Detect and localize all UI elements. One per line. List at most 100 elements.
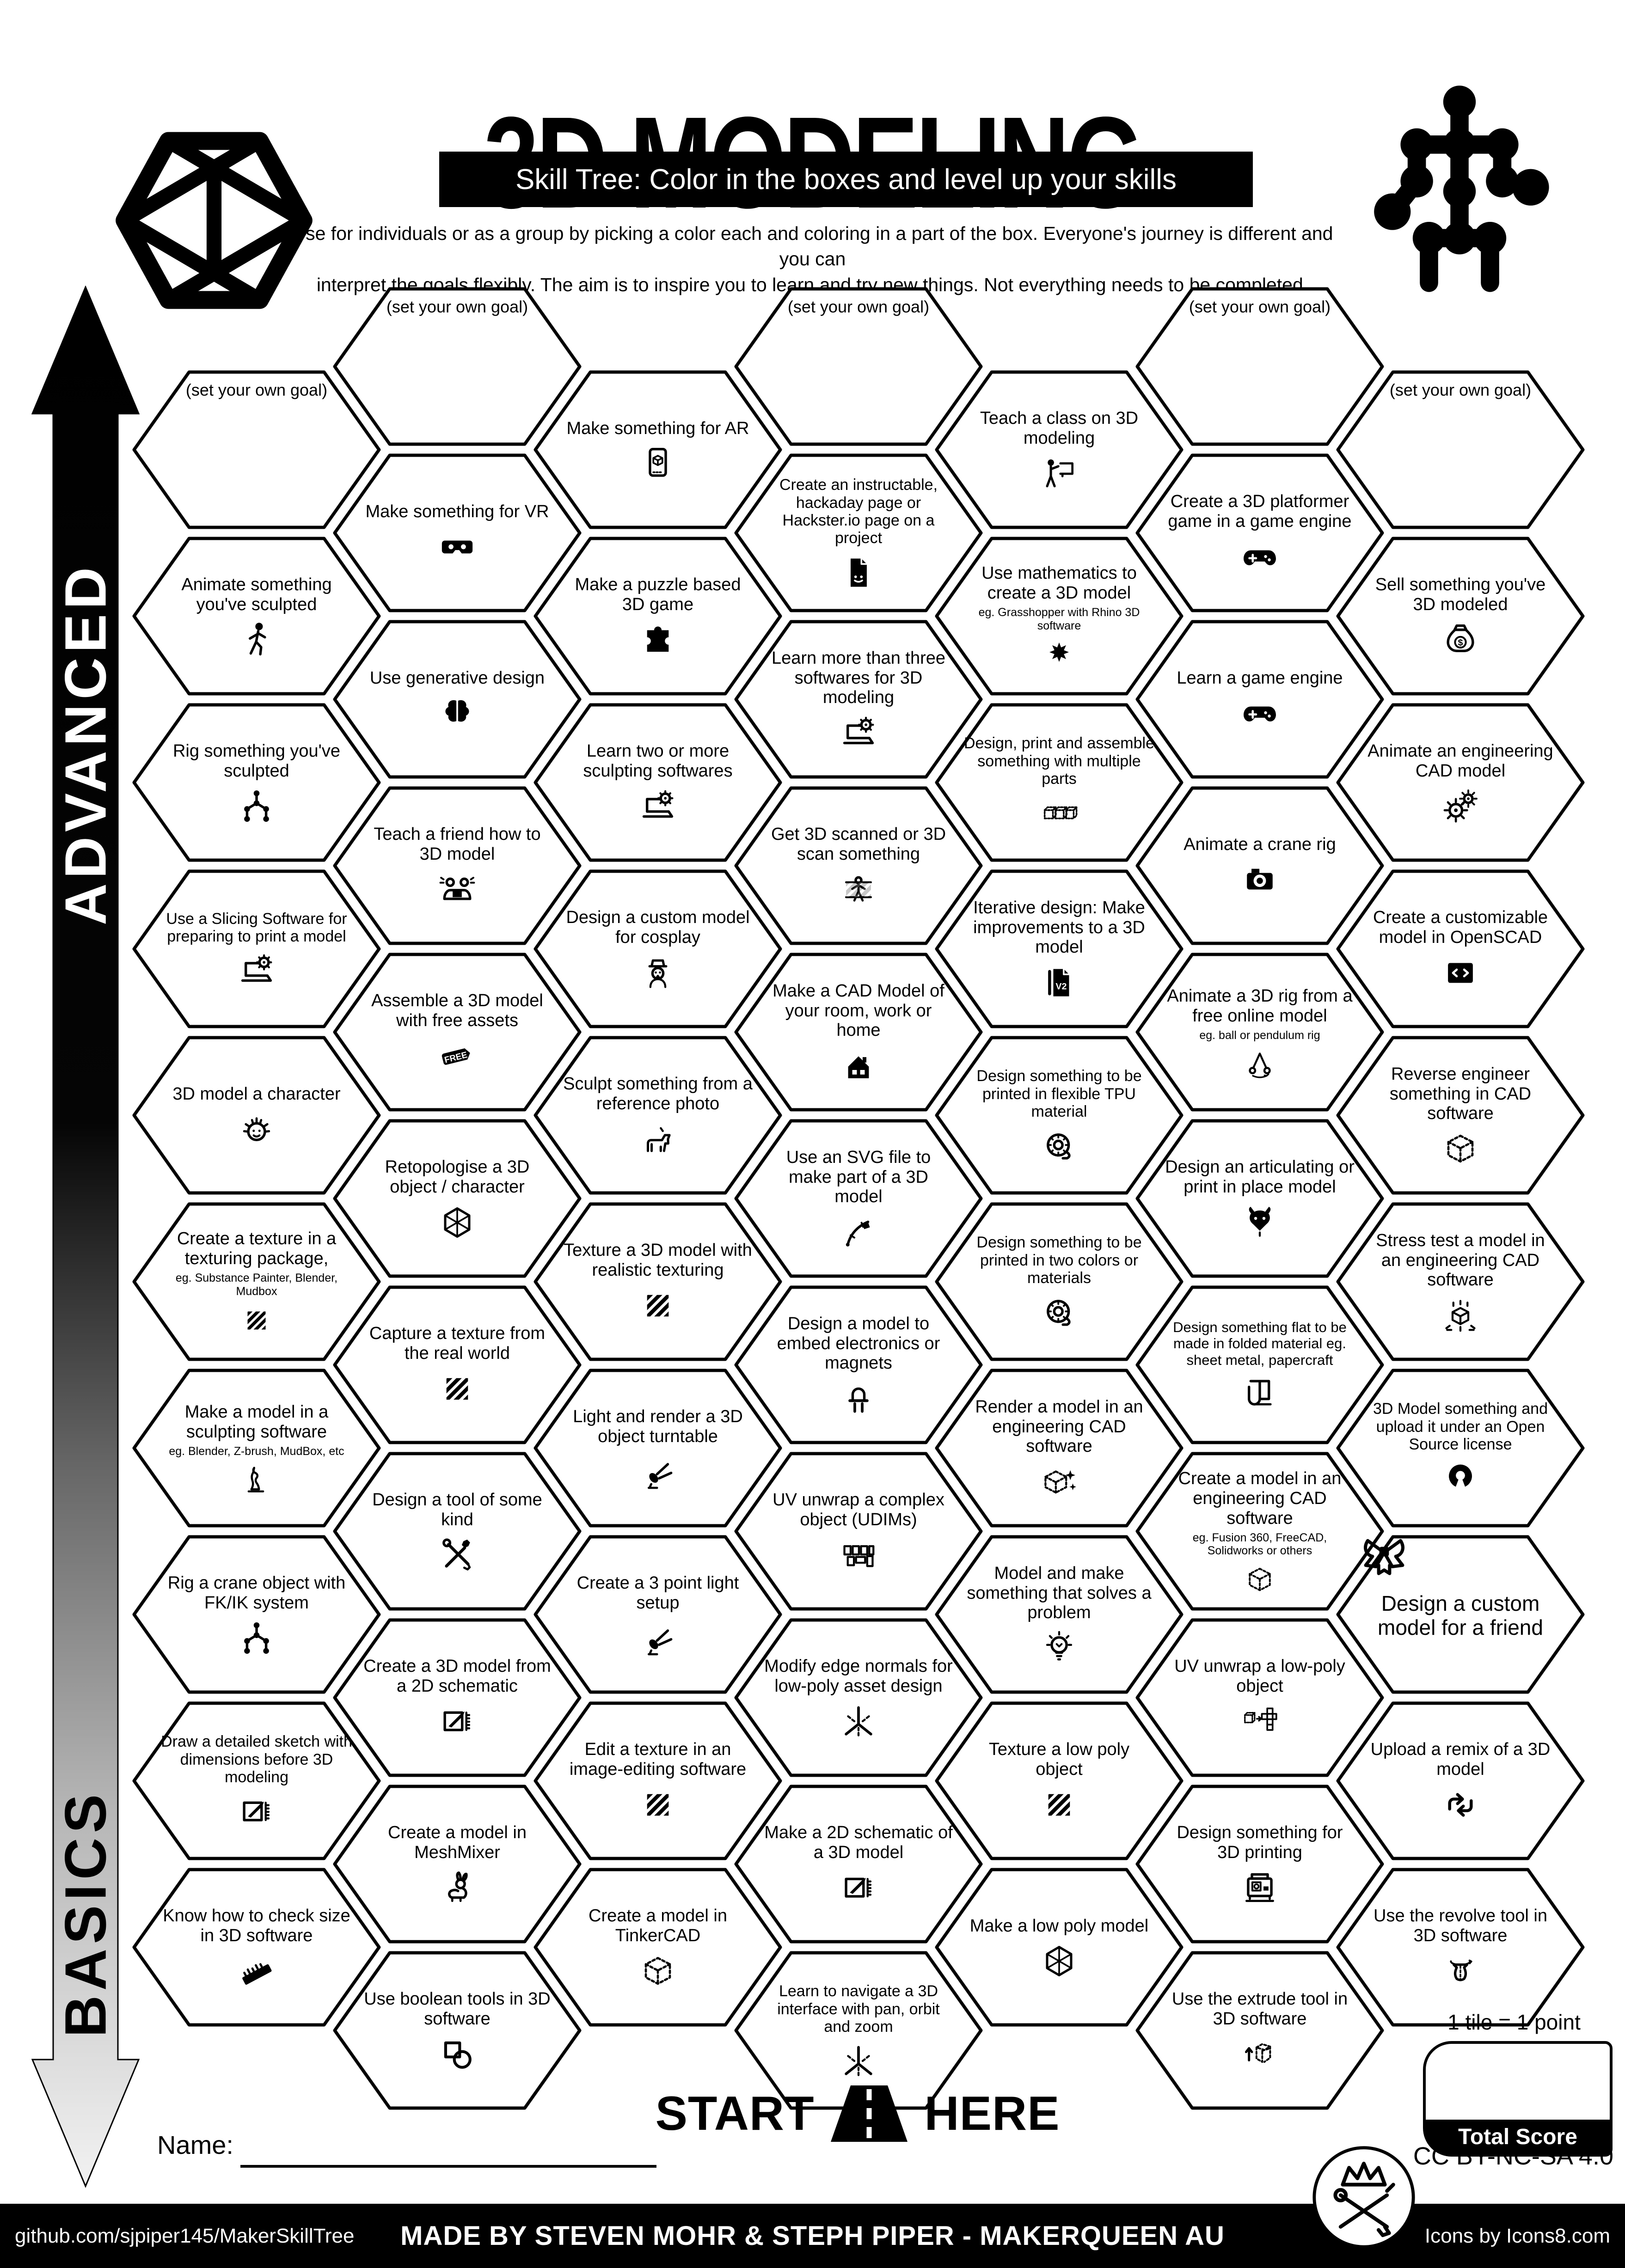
skill-tile[interactable]: Use a Slicing Software for preparing to … — [132, 869, 381, 1029]
skill-label: Learn a game engine — [1177, 668, 1343, 688]
camera-icon — [1240, 860, 1280, 899]
skill-tile[interactable]: Rig something you've sculpted — [132, 703, 381, 862]
tile-content: Use boolean tools in 3D software — [332, 1950, 582, 2110]
footer-github-link[interactable]: github.com/sjpiper145/MakerSkillTree — [15, 2224, 355, 2247]
skill-tile[interactable]: Create a customizable model in OpenSCAD — [1336, 869, 1585, 1029]
skill-tile[interactable]: Teach a class on 3D modeling — [934, 370, 1184, 530]
skill-tile[interactable]: Edit a texture in an image-editing softw… — [533, 1701, 783, 1861]
skill-tile[interactable]: Upload a remix of a 3D model — [1336, 1701, 1585, 1861]
skill-tile[interactable]: Learn two or more sculpting softwares — [533, 703, 783, 862]
skill-tile[interactable]: Create a 3D model from a 2D schematic — [332, 1618, 582, 1778]
skill-tile[interactable]: Design something flat to be made in fold… — [1135, 1285, 1385, 1445]
tile-content: Render a model in an engineering CAD sof… — [934, 1368, 1184, 1528]
tile-content: Get 3D scanned or 3D scan something — [734, 786, 983, 946]
skill-tile[interactable]: Learn to navigate a 3D interface with pa… — [734, 1950, 983, 2110]
tile-content: (set your own goal) — [1135, 287, 1385, 446]
skill-tile[interactable]: Animate something you've sculpted — [132, 536, 381, 696]
skill-tile[interactable]: Texture a low poly object — [934, 1701, 1184, 1861]
skill-tile[interactable]: Render a model in an engineering CAD sof… — [934, 1368, 1184, 1528]
license-text: CC BY-NC-SA 4.0 — [1413, 2142, 1613, 2170]
skill-tile[interactable]: Use the revolve tool in 3D software — [1336, 1867, 1585, 2027]
skill-tile[interactable]: Use boolean tools in 3D software — [332, 1950, 582, 2110]
skill-tile[interactable]: Create a model in MeshMixer — [332, 1784, 582, 1944]
skill-tile[interactable]: Design an articulating or print in place… — [1135, 1119, 1385, 1278]
skill-tile[interactable]: Learn a game engine — [1135, 619, 1385, 779]
skill-tile[interactable]: Animate a 3D rig from a free online mode… — [1135, 952, 1385, 1112]
skill-tile[interactable]: Make a low poly model — [934, 1867, 1184, 2027]
skill-tile[interactable]: Teach a friend how to 3D model — [332, 786, 582, 946]
goal-tile[interactable]: (set your own goal) — [1336, 370, 1585, 530]
goal-tile[interactable]: (set your own goal) — [734, 287, 983, 446]
hex-outline — [132, 1535, 381, 1694]
skill-label: Use the revolve tool in 3D software — [1374, 1906, 1547, 1945]
skill-label: Use mathematics to create a 3D model — [981, 563, 1137, 603]
skill-tile[interactable]: Animate a crane rig — [1135, 786, 1385, 946]
skill-tile[interactable]: Use generative design — [332, 619, 582, 779]
skill-tile[interactable]: Light and render a 3D object turntable — [533, 1368, 783, 1528]
skill-tile[interactable]: 3D model a character — [132, 1035, 381, 1195]
skill-tile[interactable]: Animate an engineering CAD model — [1336, 703, 1585, 862]
skill-tile[interactable]: Create an instructable, hackaday page or… — [734, 453, 983, 613]
skill-tile[interactable]: Create a model in an engineering CAD sof… — [1135, 1451, 1385, 1611]
tile-content: Animate something you've sculpted — [132, 536, 381, 696]
skill-tile[interactable]: Make a CAD Model of your room, work or h… — [734, 952, 983, 1112]
skill-tile[interactable]: Use mathematics to create a 3D model eg. … — [934, 536, 1184, 696]
skill-tile[interactable]: Iterative design: Make improvements to a… — [934, 869, 1184, 1029]
sculpture-statue-icon — [240, 1463, 273, 1497]
skill-tile[interactable]: Draw a detailed sketch with dimensions b… — [132, 1701, 381, 1861]
skill-tile[interactable]: Design a custom model for cosplay — [533, 869, 783, 1029]
skill-tile[interactable]: Sell something you've 3D modeled $ — [1336, 536, 1585, 696]
goal-tile[interactable]: (set your own goal) — [132, 370, 381, 530]
skill-tile[interactable]: Design something to be printed in two co… — [934, 1202, 1184, 1362]
hex-outline — [1135, 620, 1384, 779]
skill-tile[interactable]: Reverse engineer something in CAD softwa… — [1336, 1035, 1585, 1195]
skill-tile[interactable]: Design a model to embed electronics or m… — [734, 1285, 983, 1445]
skill-label: Create a 3D model from a 2D schematic — [363, 1657, 551, 1696]
skill-tile[interactable]: Modify edge normals for low-poly asset d… — [734, 1618, 983, 1778]
skill-tile[interactable]: Create a model in TinkerCAD — [533, 1867, 783, 2027]
character-face-icon — [237, 1109, 276, 1149]
skill-tile[interactable]: Rig a crane object with FK/IK system — [132, 1534, 381, 1694]
skill-tile[interactable]: Get 3D scanned or 3D scan something — [734, 786, 983, 946]
skill-tile[interactable]: Design something for 3D printing — [1135, 1784, 1385, 1944]
skill-tile[interactable]: Assemble a 3D model with free assets FREE — [332, 952, 582, 1112]
goal-tile[interactable]: (set your own goal) — [332, 287, 582, 446]
skill-tile[interactable]: Use the extrude tool in 3D software — [1135, 1950, 1385, 2110]
skill-tile[interactable]: Make something for AR — [533, 370, 783, 530]
skill-tile[interactable]: Create a texture in a texturing package,… — [132, 1202, 381, 1362]
skill-tile[interactable]: UV unwrap a low-poly object — [1135, 1618, 1385, 1778]
skill-tile[interactable]: Make a puzzle based 3D game — [533, 536, 783, 696]
skill-label: UV unwrap a low-poly object — [1174, 1657, 1345, 1696]
skill-tile[interactable]: Make a model in a sculpting software eg. … — [132, 1368, 381, 1528]
name-input-line[interactable] — [240, 2165, 656, 2168]
skill-tile[interactable]: Sculpt something from a reference photo — [533, 1035, 783, 1195]
v2-document-icon: V2 — [1039, 963, 1079, 1003]
lightbulb-icon — [1039, 1628, 1079, 1668]
skill-tile[interactable]: 3D Model something and upload it under a… — [1336, 1368, 1585, 1528]
friends-laptop-icon — [437, 870, 477, 910]
skill-label: Stress test a model in an engineering CA… — [1376, 1230, 1545, 1290]
skill-tile[interactable]: Capture a texture from the real world — [332, 1285, 582, 1445]
skill-tile[interactable]: Know how to check size in 3D software — [132, 1867, 381, 2027]
skill-tile[interactable]: Learn more than three softwares for 3D m… — [734, 619, 983, 779]
goal-tile[interactable]: (set your own goal) — [1135, 287, 1385, 446]
skill-tile[interactable]: Create a 3 point light setup — [533, 1534, 783, 1694]
skill-tile[interactable]: Make a 2D schematic of a 3D model — [734, 1784, 983, 1944]
skill-tile[interactable]: Use an SVG file to make part of a 3D mod… — [734, 1119, 983, 1278]
skill-tile[interactable]: Model and make something that solves a p… — [934, 1534, 1184, 1694]
svg-text:V2: V2 — [1055, 982, 1067, 992]
tile-content: Design something flat to be made in fold… — [1135, 1285, 1385, 1445]
skill-tile[interactable]: Make something for VR — [332, 453, 582, 613]
skill-tile[interactable]: Stress test a model in an engineering CA… — [1336, 1202, 1585, 1362]
skill-tile[interactable]: Design a custom model for a friend — [1336, 1534, 1585, 1694]
skill-tile[interactable]: Design, print and assemble something wit… — [934, 703, 1184, 862]
skill-tile[interactable]: Texture a 3D model with realistic textur… — [533, 1202, 783, 1362]
skill-tile[interactable]: Design a tool of some kind — [332, 1451, 582, 1611]
skill-tile[interactable]: UV unwrap a complex object (UDIMs) — [734, 1451, 983, 1611]
total-score-box[interactable]: Total Score — [1423, 2041, 1613, 2157]
skill-tile[interactable]: Retopologise a 3D object / character — [332, 1119, 582, 1278]
skill-tile[interactable]: Design something to be printed in flexib… — [934, 1035, 1184, 1195]
skill-tile[interactable]: Create a 3D platformer game in a game en… — [1135, 453, 1385, 613]
skill-label: Rig something you've sculpted — [172, 741, 341, 781]
skill-label: Animate a crane rig — [1183, 834, 1336, 854]
